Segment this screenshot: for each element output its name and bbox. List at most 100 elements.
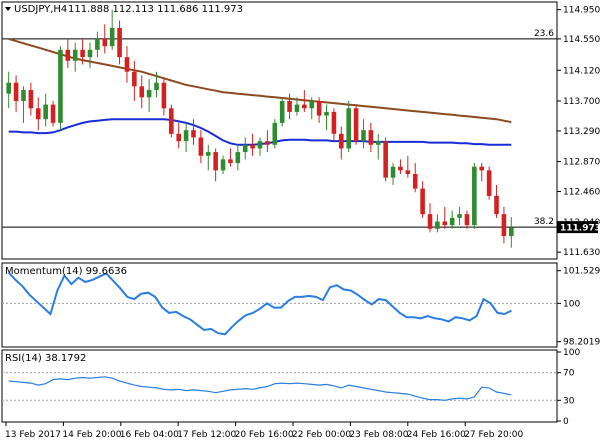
x-tick-label: 17 Feb 12:00 <box>177 430 236 440</box>
rsi-tick-label: 100 <box>563 348 580 358</box>
candle-bull <box>324 111 329 116</box>
candle-bear <box>427 214 433 229</box>
price-tick-label: 114.550 <box>563 35 600 45</box>
candle-bear <box>405 170 411 174</box>
x-tick-label: 14 Feb 20:00 <box>62 430 121 440</box>
candle-bear <box>50 104 56 123</box>
candle-bear <box>287 100 292 112</box>
price-tick-label: 113.290 <box>563 127 600 137</box>
candle-bull <box>390 166 396 178</box>
price-pane[interactable] <box>1 1 558 260</box>
candle-bear <box>169 108 174 134</box>
momentum-title: Momentum(14) 99.6636 <box>5 266 127 277</box>
candle-bull <box>109 27 115 47</box>
candle-bull <box>457 214 462 218</box>
rsi-line <box>8 376 512 401</box>
candle-bull <box>72 49 78 61</box>
candle-bull <box>220 159 226 171</box>
rsi-pane[interactable] <box>1 349 558 423</box>
x-tick-label: 16 Feb 04:00 <box>120 430 179 440</box>
x-tick-label: 24 Feb 16:00 <box>407 430 466 440</box>
candle-bear <box>139 86 145 98</box>
price-tick-label: 113.700 <box>563 97 600 107</box>
candle-bear <box>228 159 233 164</box>
candle-bear <box>316 100 322 116</box>
rsi-tick-label: 70 <box>563 369 575 379</box>
candle-bull <box>361 130 366 142</box>
candle-bull <box>257 141 263 149</box>
candle-bear <box>486 170 492 196</box>
candle-bull <box>435 221 440 229</box>
candle-bull <box>449 217 455 226</box>
candle-bear <box>412 174 418 189</box>
momentum-tick-label: 100 <box>563 299 580 309</box>
candle-bear <box>35 108 41 120</box>
candle-bull <box>21 90 26 101</box>
candle-bear <box>102 38 108 47</box>
candle-bull <box>6 82 11 94</box>
candle-bull <box>279 100 285 123</box>
price-tick-label: 114.120 <box>563 66 600 76</box>
candle-bear <box>176 133 181 142</box>
candle-bull <box>58 49 63 123</box>
candle-bear <box>191 130 196 138</box>
fibo-level-label: 38.2 <box>534 217 554 227</box>
candle-bear <box>28 90 34 109</box>
candle-bear <box>353 108 359 142</box>
candle-bear <box>198 137 204 156</box>
candle-bull <box>205 152 211 156</box>
candle-bull <box>87 49 93 58</box>
candle-bear <box>479 166 485 171</box>
last-price-tag <box>557 221 598 234</box>
candle-bear <box>398 166 403 171</box>
candle-bear <box>442 221 448 226</box>
candle-bear <box>302 104 307 109</box>
momentum-tick-label: 98.2019 <box>563 338 600 348</box>
candle-bear <box>464 214 470 226</box>
candle-bear <box>250 144 255 149</box>
candle-bull <box>294 104 300 112</box>
candle-bull <box>472 166 477 226</box>
candle-bull <box>95 38 100 50</box>
candle-bear <box>117 27 122 58</box>
rsi-tick-label: 30 <box>563 396 575 406</box>
candle-bear <box>420 188 425 215</box>
candle-bull <box>375 141 381 145</box>
price-tick-label: 114.950 <box>563 6 600 16</box>
candle-bear <box>80 49 85 58</box>
candle-bull <box>235 152 241 164</box>
triangle-down-icon[interactable] <box>5 7 11 11</box>
momentum-series <box>2 271 557 336</box>
last-price-label: 111.973 <box>560 224 600 234</box>
candle-bull <box>183 130 189 142</box>
candle-bull <box>242 144 248 153</box>
fibo-level-label: 23.6 <box>534 29 554 39</box>
candle-bull <box>346 108 351 149</box>
candle-bear <box>501 214 507 237</box>
candle-bull <box>43 104 48 120</box>
candle-bear <box>494 195 499 215</box>
momentum-line <box>7 271 512 336</box>
candle-bull <box>154 82 159 90</box>
candle-bear <box>265 141 270 145</box>
momentum-pane[interactable] <box>1 262 558 348</box>
candle-bear <box>339 133 344 149</box>
candle-bear <box>368 130 374 145</box>
x-tick-label: 23 Feb 08:00 <box>349 430 408 440</box>
ma-slow-line <box>8 37 512 124</box>
momentum-tick-label: 101.5299 <box>563 267 600 277</box>
x-tick-label: 22 Feb 00:00 <box>292 430 351 440</box>
candle-bear <box>132 71 137 87</box>
rsi-title: RSI(14) 38.1792 <box>5 353 86 364</box>
price-series: 23.6 38.2 <box>2 9 557 248</box>
candle-bull <box>272 122 278 145</box>
candle-bear <box>213 152 218 171</box>
axes: 114.950 114.550 114.120 113.700 113.290 112.8… <box>5 6 600 440</box>
price-tick-label: 112.870 <box>563 158 600 168</box>
symbol-label: USDJPY,H4 <box>14 4 67 15</box>
ohlc-values: 111.888 112.113 111.686 111.973 <box>68 4 243 15</box>
candle-bear <box>331 111 337 134</box>
candle-bull <box>509 227 514 237</box>
candle-bear <box>65 49 71 61</box>
